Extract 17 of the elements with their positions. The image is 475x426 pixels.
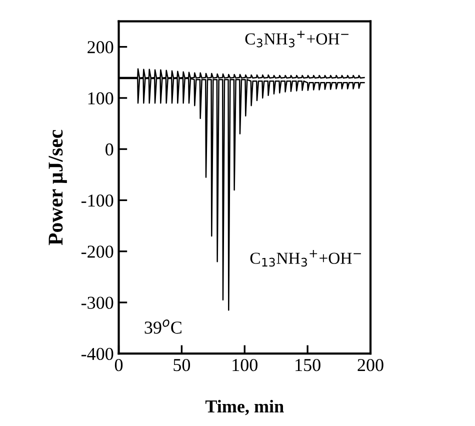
y-axis-title: Power μJ/sec [48,130,67,246]
x-tick-label: 200 [358,358,384,372]
y-tick-label: -200 [81,246,114,258]
y-tick-label: -300 [81,296,114,309]
annotation: 39$^{o}$C [144,320,182,334]
x-tick-label: 100 [232,358,258,372]
x-axis-title: Time, min [205,400,284,416]
y-tick-label: -400 [81,348,114,360]
y-tick-label: 100 [88,92,114,104]
y-tick-label: -100 [81,194,114,207]
series-label: C$_{13}$NH$_{3}$$^{+}$+OH$^{−}$ [250,250,361,267]
series-label: C$_{3}$NH$_{3}$$^{+}$+OH$^{−}$ [245,30,348,48]
y-tick-label: 200 [88,41,114,54]
y-tick-label: 0 [106,143,114,156]
x-tick-label: 150 [296,358,320,372]
x-tick-label: 0 [114,358,123,372]
x-tick-label: 50 [174,358,190,372]
